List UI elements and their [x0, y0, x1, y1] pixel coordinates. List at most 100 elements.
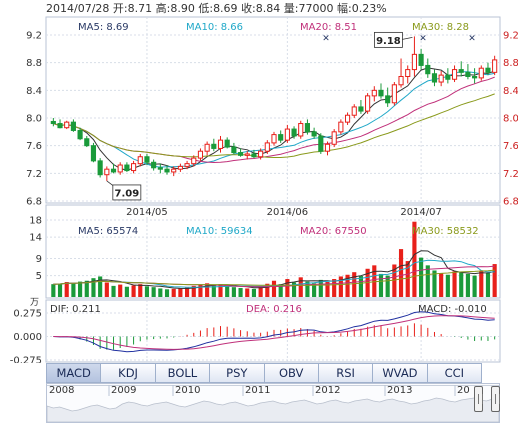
price-tick-right: 8.4 — [503, 86, 518, 97]
max-label-box — [374, 31, 403, 48]
volume-bar — [465, 273, 470, 297]
candle-body — [171, 168, 177, 173]
candle-body — [184, 163, 190, 167]
volume-bar — [325, 282, 330, 297]
tab-boll[interactable]: BOLL — [155, 363, 211, 383]
candle — [458, 61, 464, 77]
tab-cci[interactable]: CCI — [427, 363, 482, 383]
tab-wvad[interactable]: WVAD — [373, 363, 428, 383]
volume-bar — [318, 279, 323, 297]
candle-body — [77, 129, 83, 140]
volume-bar — [479, 270, 484, 297]
volume-bar — [398, 249, 404, 297]
volume-bar — [392, 264, 397, 297]
candle — [271, 131, 277, 146]
candle-body — [237, 152, 244, 156]
candle-body — [291, 128, 297, 137]
candle — [157, 163, 163, 174]
candle-body — [64, 121, 70, 129]
volume-bar — [118, 284, 123, 297]
indicator-tabs: MACD KDJ BOLL PSY OBV RSI WVAD CCI — [46, 363, 482, 383]
volume-bar — [164, 289, 170, 297]
candle-body — [472, 76, 478, 79]
tab-kdj[interactable]: KDJ — [101, 363, 156, 383]
navigator-left-handle[interactable] — [474, 386, 483, 412]
tab-psy[interactable]: PSY — [210, 363, 265, 383]
candle-body — [365, 95, 371, 112]
tab-rsi[interactable]: RSI — [318, 363, 374, 383]
candle — [151, 159, 157, 171]
macd-tick: 0.000 — [13, 332, 42, 343]
candle-body — [284, 128, 290, 141]
nav-year-2012: 2012 — [315, 385, 341, 396]
volume-tick: 18 — [29, 216, 42, 227]
date-tick-label: 2014/06 — [267, 207, 309, 218]
candle-body — [191, 157, 197, 165]
volume-bar — [71, 283, 76, 297]
min-label: 7.09 — [114, 188, 139, 199]
volume-bar — [452, 271, 457, 297]
range-navigator[interactable]: 2008 2009 2010 2011 2012 2013 20 — [46, 383, 500, 423]
candle — [197, 148, 204, 161]
macd-panel-frame — [45, 299, 501, 363]
macd-tick: 0.275 — [13, 309, 42, 320]
candle-body — [151, 161, 157, 169]
tab-obv[interactable]: OBV — [264, 363, 319, 383]
candle — [485, 62, 491, 76]
volume-bar — [419, 257, 424, 297]
candle-body — [271, 134, 277, 144]
candle — [331, 129, 337, 148]
volume-bar — [372, 265, 377, 297]
navigator-right-handle[interactable] — [491, 386, 500, 412]
volume-bars — [51, 221, 497, 297]
candle — [144, 153, 150, 166]
volume-bar — [211, 285, 216, 297]
volume-ma20-label: MA20: 67550 — [300, 226, 367, 237]
price-tick-right: 7.2 — [503, 169, 518, 180]
price-tick-right: 8.0 — [503, 114, 518, 125]
candle-body — [278, 134, 284, 141]
volume-ma30-line — [53, 269, 495, 286]
volume-bar — [472, 275, 477, 297]
volume-bar — [238, 288, 243, 297]
candle — [70, 119, 76, 132]
volume-bar — [485, 273, 491, 297]
price-tick-left: 7.6 — [26, 141, 42, 152]
candle — [311, 127, 317, 139]
candle — [258, 148, 264, 160]
price-ma30-label: MA30: 8.28 — [412, 22, 470, 33]
candle-body — [124, 164, 130, 172]
candle-body — [224, 139, 230, 148]
candle — [465, 64, 471, 80]
candle — [351, 104, 357, 118]
volume-bar — [124, 286, 129, 297]
candle — [231, 142, 237, 154]
volume-bar — [332, 279, 337, 297]
price-tick-right: 6.8 — [503, 197, 518, 208]
price-ma30-line — [53, 93, 495, 158]
chart-grid — [45, 16, 501, 363]
volume-bar — [439, 273, 444, 297]
dea-label: DEA: 0.216 — [246, 304, 302, 315]
candle — [90, 142, 97, 163]
price-tick-right: 8.8 — [503, 58, 518, 69]
volume-bar — [251, 288, 257, 297]
candle-body — [50, 120, 56, 125]
volume-unit-label: 万 — [30, 298, 40, 308]
volume-bar — [191, 285, 196, 297]
volume-bar — [78, 281, 83, 297]
quote-header: 2014/07/28 开:8.71 高:8.90 低:8.69 收:8.84 量… — [46, 0, 387, 15]
price-tick-left: 7.2 — [26, 169, 42, 180]
tab-macd[interactable]: MACD — [46, 363, 102, 383]
candle-body — [324, 143, 331, 152]
volume-bar — [178, 288, 183, 297]
candle-body — [371, 89, 377, 97]
volume-bar — [271, 280, 277, 297]
price-ma5-label: MA5: 8.69 — [78, 22, 129, 33]
volume-bar — [205, 283, 210, 297]
candle — [411, 36, 417, 77]
volume-bar — [445, 274, 450, 297]
price-tick-right: 9.2 — [503, 31, 518, 42]
nav-year-2013: 2013 — [387, 385, 413, 396]
candle — [164, 165, 170, 175]
